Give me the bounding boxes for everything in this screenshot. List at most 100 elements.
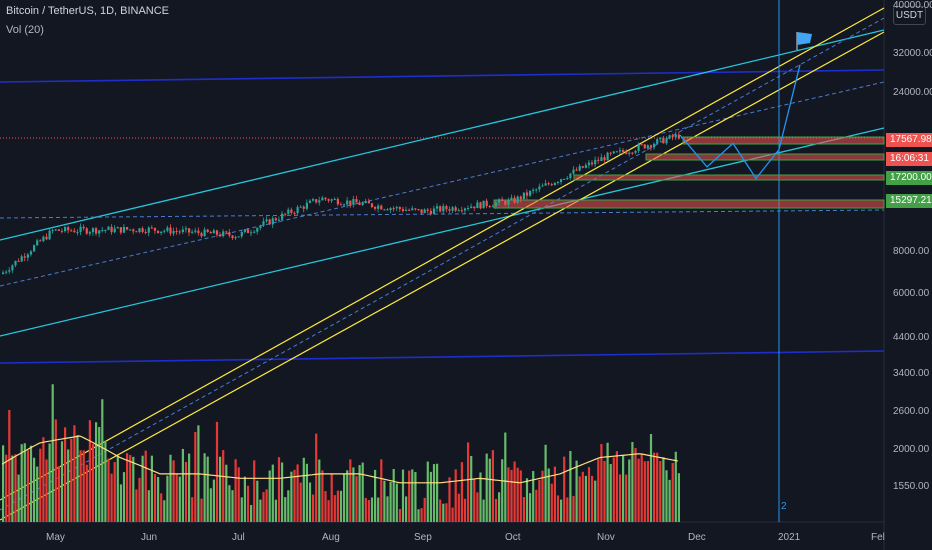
volume-bar: [64, 427, 67, 522]
candle: [510, 197, 513, 200]
volume-bar: [57, 466, 60, 522]
time-label: Oct: [505, 532, 521, 543]
volume-bar: [240, 497, 243, 522]
volume-bar: [194, 432, 197, 522]
volume-bar: [643, 461, 646, 522]
candle: [473, 206, 476, 209]
volume-bar: [606, 442, 609, 522]
candle: [432, 208, 436, 215]
candle: [54, 229, 57, 231]
volume-bar: [448, 477, 451, 522]
plot-area: [0, 0, 884, 522]
level-tag: 17200.00: [886, 171, 932, 185]
volume-bar: [432, 464, 436, 522]
candle: [144, 232, 147, 234]
price-label: 4400.00: [893, 332, 930, 343]
candle: [603, 157, 606, 161]
volume-bar: [513, 461, 516, 522]
volume-bar: [395, 483, 398, 522]
candle: [343, 204, 346, 206]
dashed-channel-lower: [0, 17, 885, 511]
candle: [439, 206, 442, 212]
volume-bar: [237, 467, 240, 522]
candle: [150, 227, 153, 229]
time-label: May: [46, 532, 65, 543]
volume-bar: [222, 450, 225, 522]
candle: [581, 166, 584, 168]
candle: [57, 229, 60, 231]
volume-bar: [299, 482, 302, 522]
price-label: 40000.00: [893, 0, 932, 11]
candle: [423, 209, 426, 214]
volume-bar: [209, 488, 212, 522]
candle: [98, 230, 101, 234]
candle: [525, 192, 529, 196]
trend-line-blue-upper: [0, 69, 885, 83]
volume-bar: [138, 477, 141, 522]
candle: [274, 218, 277, 221]
price-label: 24000.00: [893, 87, 932, 98]
volume-bar: [79, 450, 82, 522]
candle: [572, 169, 575, 174]
volume-bar: [110, 473, 113, 522]
volume-bar: [256, 480, 259, 522]
volume-bar: [587, 467, 591, 522]
candle: [383, 209, 386, 211]
candle: [147, 227, 150, 233]
volume-bar: [23, 443, 26, 522]
volume-bar: [597, 459, 600, 522]
volume-bar: [330, 473, 333, 522]
volume-ma-line: [1, 435, 678, 484]
candle: [541, 185, 544, 187]
candle: [653, 143, 656, 148]
candle: [643, 144, 646, 149]
candle: [547, 183, 550, 185]
candle: [234, 237, 237, 239]
candle: [141, 228, 144, 233]
volume-bar: [615, 451, 618, 522]
volume-bar: [370, 497, 374, 522]
currency-unit-button[interactable]: USDT: [893, 6, 926, 25]
volume-bar: [501, 459, 504, 522]
candle: [615, 151, 618, 153]
volume-bar: [5, 454, 8, 522]
candle: [265, 219, 268, 222]
candle: [665, 138, 668, 144]
candle: [429, 210, 432, 215]
candle: [674, 134, 677, 138]
volume-bar: [668, 479, 671, 522]
time-label: 2021: [778, 532, 801, 543]
volume-bar: [653, 452, 656, 522]
candle: [305, 202, 308, 209]
volume-bar: [259, 499, 262, 522]
candle: [488, 206, 491, 208]
flag-icon: [796, 32, 812, 50]
candle: [594, 159, 597, 165]
volume-bar: [153, 474, 157, 522]
volume-bar: [76, 435, 79, 522]
volume-bar: [646, 460, 649, 522]
candle: [634, 150, 637, 153]
candle: [104, 229, 107, 231]
candle: [212, 230, 215, 234]
volume-bar: [42, 437, 45, 522]
candle: [82, 226, 85, 229]
candle: [157, 230, 160, 234]
candle: [20, 256, 23, 262]
candle: [454, 207, 457, 211]
candle: [460, 210, 463, 212]
candle: [352, 199, 355, 205]
volume-bar: [522, 497, 525, 522]
symbol-title[interactable]: Bitcoin / TetherUS, 1D, BINANCE: [6, 5, 170, 17]
volume-bar: [82, 450, 85, 522]
price-label: 1550.00: [893, 481, 930, 492]
volume-bar: [457, 493, 460, 522]
candle: [467, 208, 470, 210]
volume-bar: [336, 490, 339, 522]
volume-bar: [463, 498, 467, 522]
volume-indicator-label[interactable]: Vol (20): [6, 24, 44, 36]
volume-bar: [581, 471, 584, 522]
volume-bar: [268, 470, 271, 522]
